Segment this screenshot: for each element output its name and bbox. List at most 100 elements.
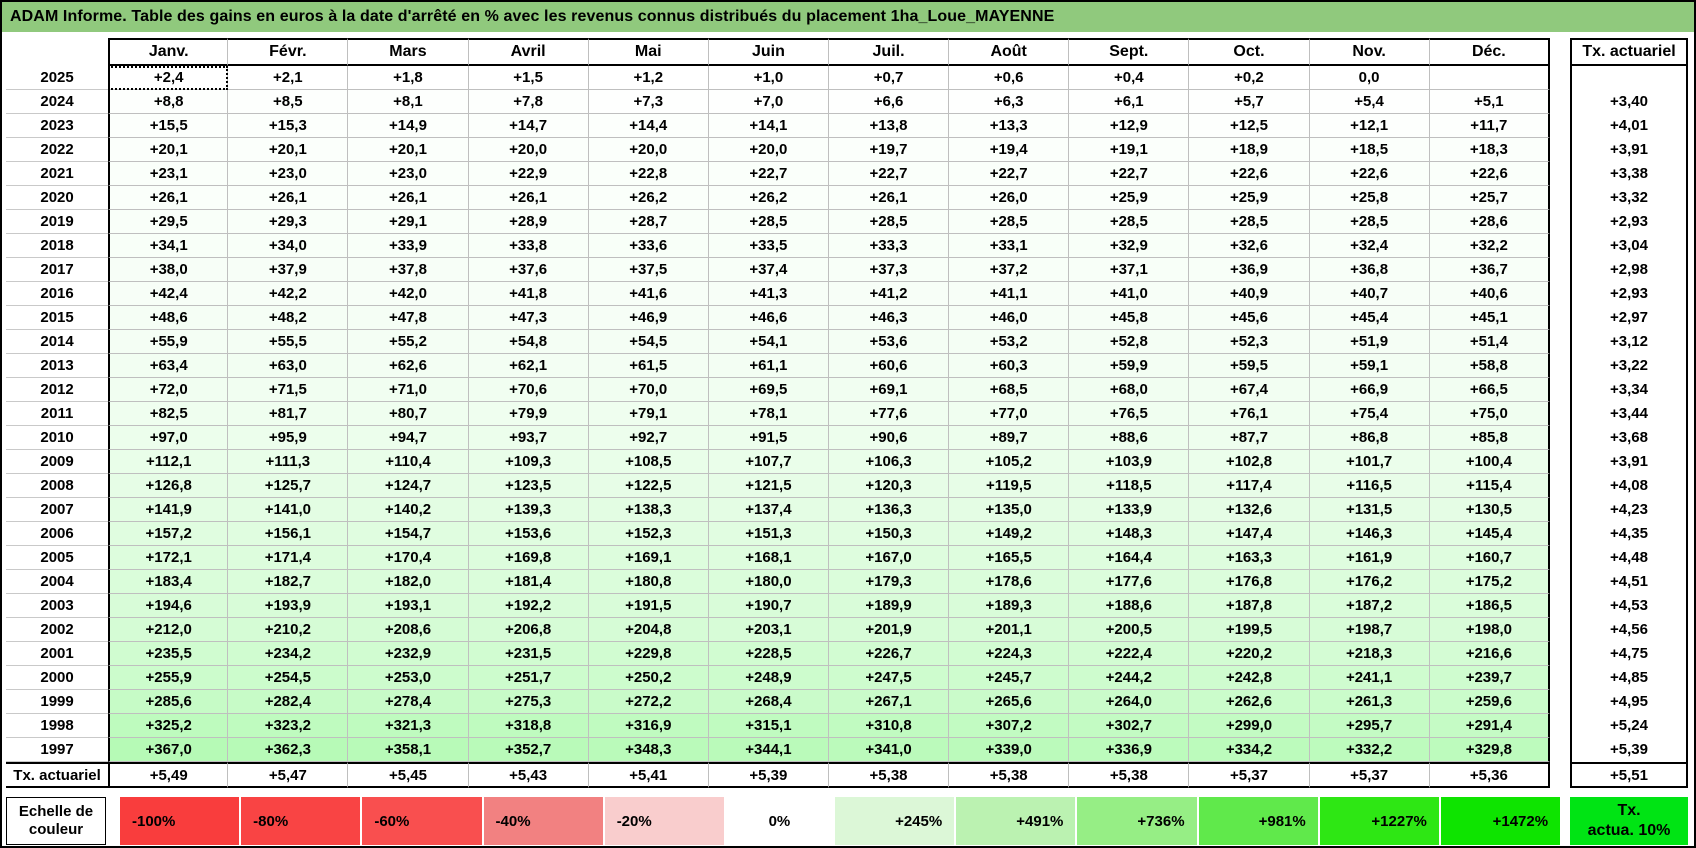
gain-cell-1998-2[interactable]: +323,2: [228, 714, 349, 738]
gain-cell-2018-1[interactable]: +34,1: [108, 234, 229, 258]
gain-cell-1998-12[interactable]: +291,4: [1429, 714, 1550, 738]
actuarial-year-cell-2023[interactable]: +4,01: [1610, 117, 1648, 134]
gain-cell-2007-10[interactable]: +132,6: [1189, 498, 1310, 522]
gain-cell-2005-7[interactable]: +167,0: [828, 546, 950, 570]
gain-cell-1999-9[interactable]: +264,0: [1069, 690, 1190, 714]
gain-cell-2024-6[interactable]: +7,0: [708, 90, 829, 114]
actuarial-month-cell-4[interactable]: +5,43: [468, 762, 589, 788]
gain-cell-1997-3[interactable]: +358,1: [348, 738, 469, 762]
gain-cell-2021-11[interactable]: +22,6: [1309, 162, 1430, 186]
gain-cell-2014-9[interactable]: +52,8: [1069, 330, 1190, 354]
gain-cell-2023-2[interactable]: +15,3: [228, 114, 349, 138]
gain-cell-2011-6[interactable]: +78,1: [708, 402, 829, 426]
gain-cell-2014-12[interactable]: +51,4: [1429, 330, 1550, 354]
actuarial-year-cell-2022[interactable]: +3,91: [1610, 141, 1648, 158]
gain-cell-2003-2[interactable]: +193,9: [228, 594, 349, 618]
gain-cell-2004-11[interactable]: +176,2: [1309, 570, 1430, 594]
gain-cell-2017-2[interactable]: +37,9: [228, 258, 349, 282]
actuarial-month-cell-9[interactable]: +5,38: [1069, 762, 1190, 788]
gain-cell-2010-2[interactable]: +95,9: [228, 426, 349, 450]
gain-cell-2010-5[interactable]: +92,7: [588, 426, 709, 450]
gain-cell-2020-1[interactable]: +26,1: [108, 186, 229, 210]
gain-cell-2022-3[interactable]: +20,1: [348, 138, 469, 162]
actuarial-year-cell-2005[interactable]: +4,48: [1610, 549, 1648, 566]
gain-cell-1999-2[interactable]: +282,4: [228, 690, 349, 714]
actuarial-year-cell-2000[interactable]: +4,85: [1610, 669, 1648, 686]
actuarial-year-cell-1998[interactable]: +5,24: [1610, 717, 1648, 734]
gain-cell-2025-5[interactable]: +1,2: [588, 66, 709, 90]
gain-cell-2010-8[interactable]: +89,7: [949, 426, 1070, 450]
gain-cell-2001-9[interactable]: +222,4: [1069, 642, 1190, 666]
gain-cell-2008-5[interactable]: +122,5: [588, 474, 709, 498]
gain-cell-1997-5[interactable]: +348,3: [588, 738, 709, 762]
gain-cell-2018-5[interactable]: +33,6: [588, 234, 709, 258]
gain-cell-1997-10[interactable]: +334,2: [1189, 738, 1310, 762]
gain-cell-2003-3[interactable]: +193,1: [348, 594, 469, 618]
gain-cell-2020-9[interactable]: +25,9: [1069, 186, 1190, 210]
gain-cell-2021-8[interactable]: +22,7: [949, 162, 1070, 186]
gain-cell-2012-2[interactable]: +71,5: [228, 378, 349, 402]
gain-cell-2023-11[interactable]: +12,1: [1309, 114, 1430, 138]
gain-cell-2009-3[interactable]: +110,4: [348, 450, 469, 474]
gain-cell-2025-9[interactable]: +0,4: [1069, 66, 1190, 90]
gain-cell-2013-10[interactable]: +59,5: [1189, 354, 1310, 378]
actuarial-year-cell-2018[interactable]: +3,04: [1610, 237, 1648, 254]
gain-cell-2022-7[interactable]: +19,7: [828, 138, 950, 162]
gain-cell-2008-2[interactable]: +125,7: [228, 474, 349, 498]
gain-cell-2012-11[interactable]: +66,9: [1309, 378, 1430, 402]
gain-cell-1997-6[interactable]: +344,1: [708, 738, 829, 762]
gain-cell-2011-1[interactable]: +82,5: [108, 402, 229, 426]
gain-cell-1998-9[interactable]: +302,7: [1069, 714, 1190, 738]
gain-cell-2016-12[interactable]: +40,6: [1429, 282, 1550, 306]
gain-cell-2003-1[interactable]: +194,6: [108, 594, 229, 618]
actuarial-year-cell-2008[interactable]: +4,08: [1610, 477, 1648, 494]
gain-cell-2019-12[interactable]: +28,6: [1429, 210, 1550, 234]
gain-cell-2007-4[interactable]: +139,3: [468, 498, 589, 522]
gain-cell-2022-5[interactable]: +20,0: [588, 138, 709, 162]
gain-cell-1999-5[interactable]: +272,2: [588, 690, 709, 714]
gain-cell-2005-4[interactable]: +169,8: [468, 546, 589, 570]
gain-cell-2019-8[interactable]: +28,5: [949, 210, 1070, 234]
gain-cell-2011-11[interactable]: +75,4: [1309, 402, 1430, 426]
gain-cell-2017-7[interactable]: +37,3: [828, 258, 950, 282]
gain-cell-2001-4[interactable]: +231,5: [468, 642, 589, 666]
gain-cell-2020-5[interactable]: +26,2: [588, 186, 709, 210]
actuarial-year-cell-2010[interactable]: +3,68: [1610, 429, 1648, 446]
gain-cell-2018-4[interactable]: +33,8: [468, 234, 589, 258]
gain-cell-2007-5[interactable]: +138,3: [588, 498, 709, 522]
gain-cell-2015-6[interactable]: +46,6: [708, 306, 829, 330]
gain-cell-1999-11[interactable]: +261,3: [1309, 690, 1430, 714]
gain-cell-2023-3[interactable]: +14,9: [348, 114, 469, 138]
actuarial-year-cell-2011[interactable]: +3,44: [1610, 405, 1648, 422]
gain-cell-2005-3[interactable]: +170,4: [348, 546, 469, 570]
gain-cell-2013-12[interactable]: +58,8: [1429, 354, 1550, 378]
gain-cell-2009-9[interactable]: +103,9: [1069, 450, 1190, 474]
gain-cell-2003-6[interactable]: +190,7: [708, 594, 829, 618]
gain-cell-2021-12[interactable]: +22,6: [1429, 162, 1550, 186]
gain-cell-2016-7[interactable]: +41,2: [828, 282, 950, 306]
gain-cell-2000-9[interactable]: +244,2: [1069, 666, 1190, 690]
gain-cell-2006-5[interactable]: +152,3: [588, 522, 709, 546]
gain-cell-2005-12[interactable]: +160,7: [1429, 546, 1550, 570]
gain-cell-2017-5[interactable]: +37,5: [588, 258, 709, 282]
gain-cell-1998-7[interactable]: +310,8: [828, 714, 950, 738]
gain-cell-2010-6[interactable]: +91,5: [708, 426, 829, 450]
gain-cell-2023-10[interactable]: +12,5: [1189, 114, 1310, 138]
gain-cell-2017-4[interactable]: +37,6: [468, 258, 589, 282]
gain-cell-2023-1[interactable]: +15,5: [108, 114, 229, 138]
gain-cell-2023-6[interactable]: +14,1: [708, 114, 829, 138]
gain-cell-2015-1[interactable]: +48,6: [108, 306, 229, 330]
gain-cell-2012-5[interactable]: +70,0: [588, 378, 709, 402]
gain-cell-1999-7[interactable]: +267,1: [828, 690, 950, 714]
gain-cell-2003-5[interactable]: +191,5: [588, 594, 709, 618]
gain-cell-2022-9[interactable]: +19,1: [1069, 138, 1190, 162]
gain-cell-2001-10[interactable]: +220,2: [1189, 642, 1310, 666]
gain-cell-2015-9[interactable]: +45,8: [1069, 306, 1190, 330]
gain-cell-2015-7[interactable]: +46,3: [828, 306, 950, 330]
gain-cell-2003-10[interactable]: +187,8: [1189, 594, 1310, 618]
gain-cell-2000-1[interactable]: +255,9: [108, 666, 229, 690]
gain-cell-2020-6[interactable]: +26,2: [708, 186, 829, 210]
gain-cell-2015-2[interactable]: +48,2: [228, 306, 349, 330]
actuarial-year-cell-2001[interactable]: +4,75: [1610, 645, 1648, 662]
gain-cell-2010-9[interactable]: +88,6: [1069, 426, 1190, 450]
